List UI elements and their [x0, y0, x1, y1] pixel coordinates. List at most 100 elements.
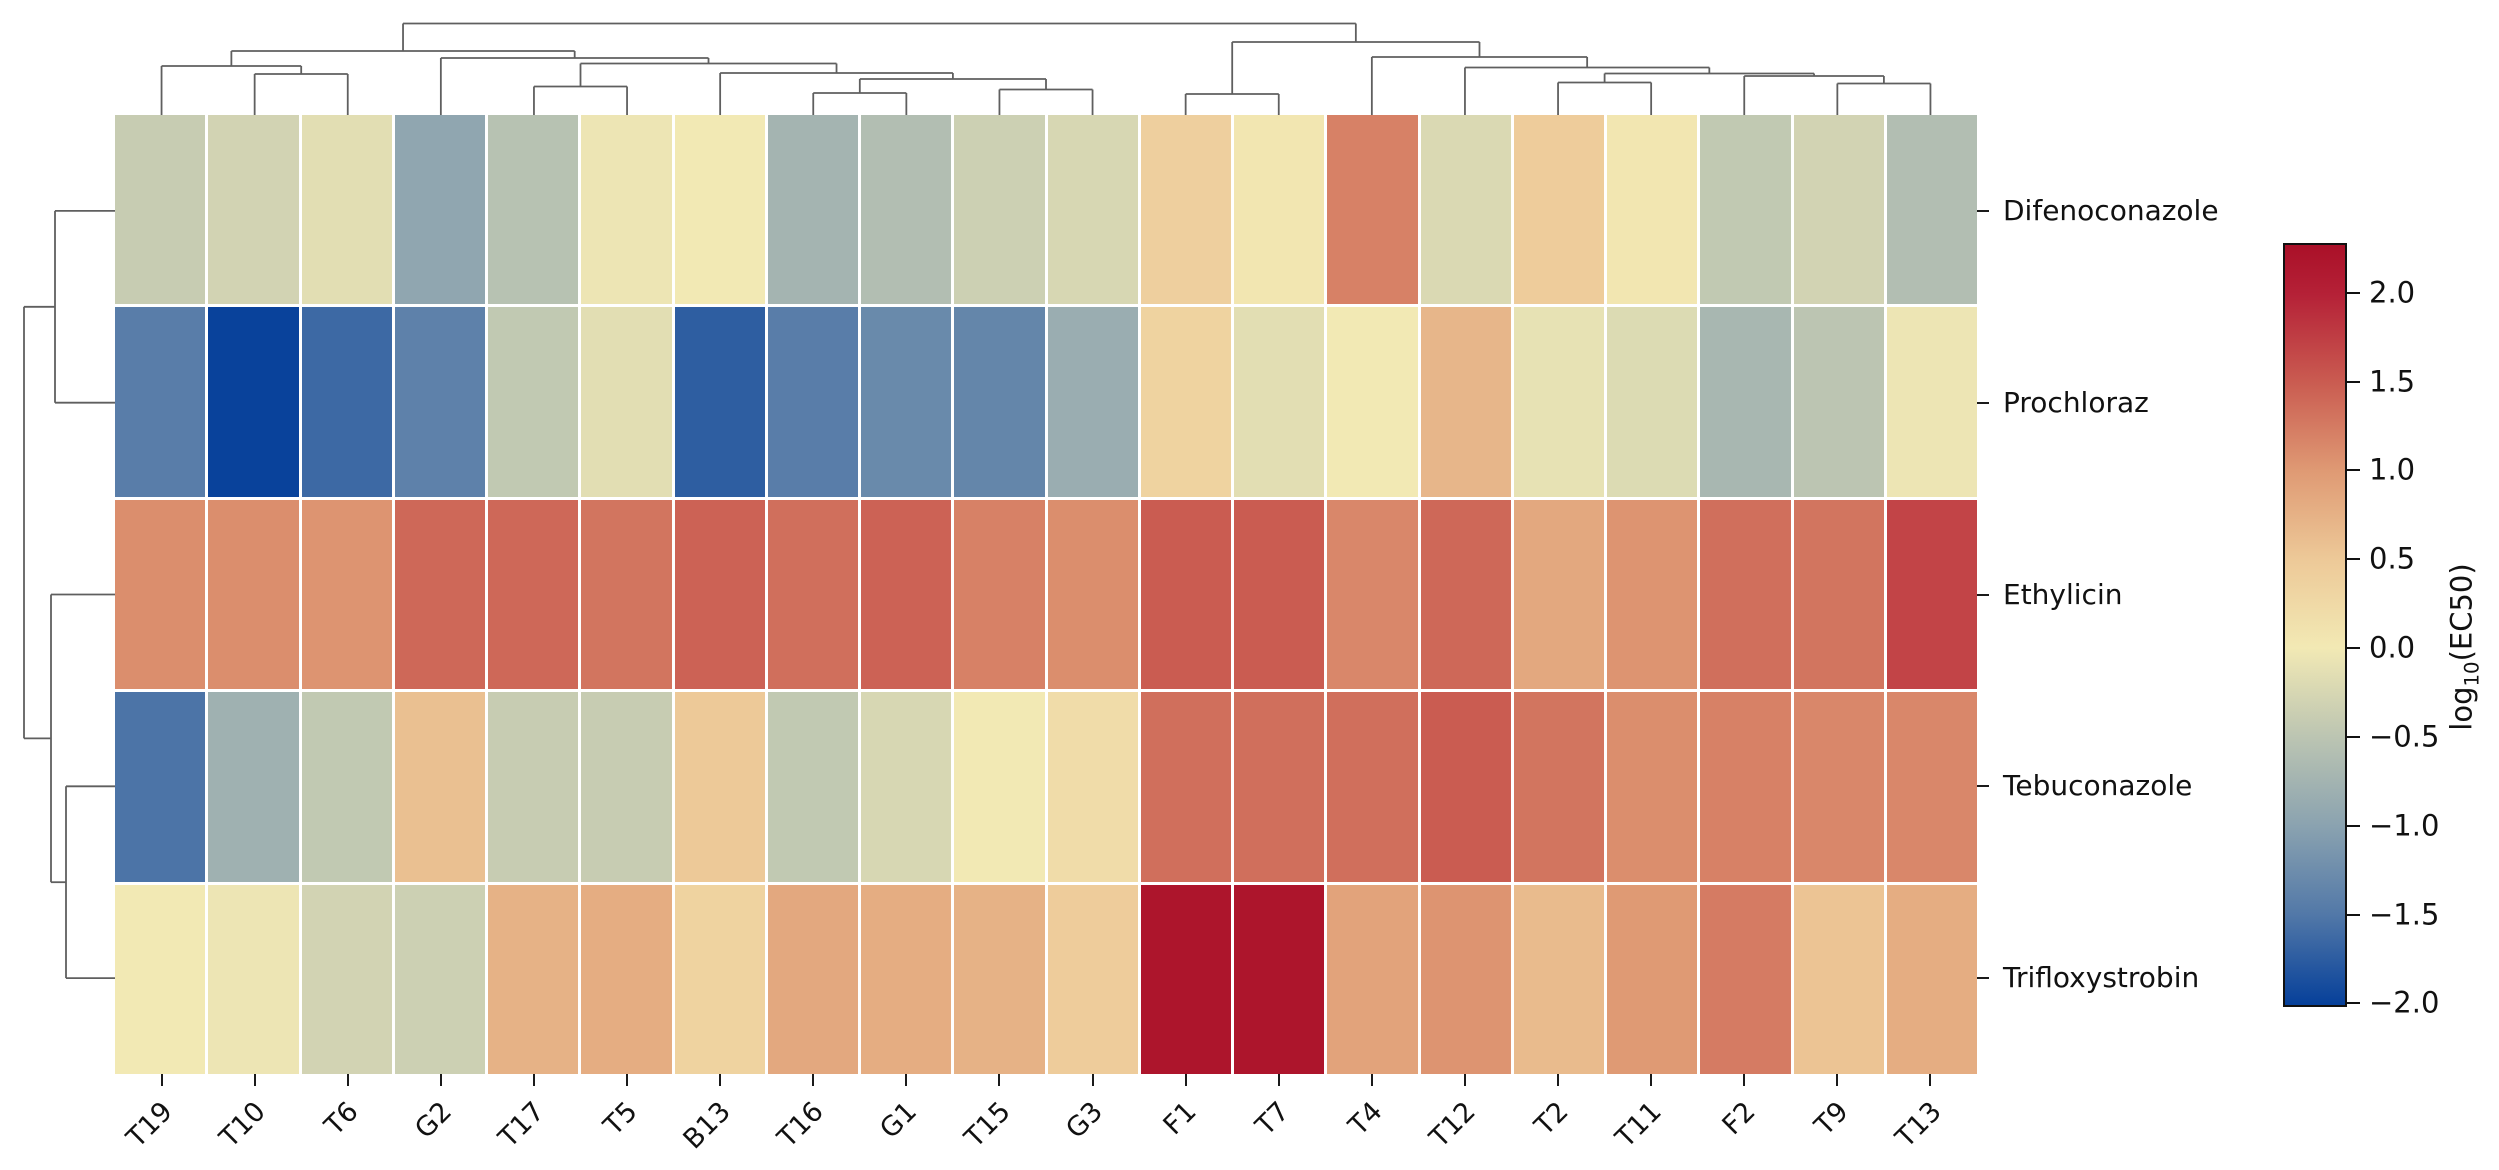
- colorbar-tick: [2347, 1002, 2360, 1005]
- heatmap-cell: [581, 499, 672, 690]
- heatmap-cell: [674, 499, 765, 690]
- heatmap-grid: [115, 115, 1977, 1074]
- heatmap-cell: [115, 884, 206, 1074]
- x-axis-tick: [626, 1074, 629, 1086]
- x-axis-label: T6: [318, 1096, 365, 1142]
- heatmap-cell: [954, 692, 1045, 882]
- heatmap-cell: [301, 884, 392, 1074]
- heatmap-cell: [1327, 692, 1418, 882]
- heatmap-cell: [1793, 884, 1884, 1074]
- heatmap-cell: [674, 884, 765, 1074]
- x-axis-label: F1: [1157, 1096, 1203, 1142]
- y-axis-tick: [1977, 977, 1989, 980]
- heatmap-cell: [1607, 692, 1698, 882]
- heatmap-cell: [1047, 499, 1138, 690]
- heatmap-cell: [208, 307, 299, 497]
- x-axis-tick: [1836, 1074, 1839, 1086]
- heatmap-cell: [1140, 499, 1231, 690]
- x-axis-tick: [1184, 1074, 1187, 1086]
- heatmap-cell: [861, 692, 952, 882]
- heatmap-cell: [1700, 692, 1791, 882]
- heatmap-cell: [767, 307, 858, 497]
- heatmap-cell: [1140, 692, 1231, 882]
- heatmap-cell: [1140, 307, 1231, 497]
- heatmap-cell: [1700, 884, 1791, 1074]
- x-axis-label: T10: [213, 1096, 272, 1154]
- heatmap-cell: [581, 115, 672, 305]
- heatmap-cell: [767, 499, 858, 690]
- colorbar-tick-label: 2.0: [2369, 275, 2416, 310]
- colorbar-tick: [2347, 913, 2360, 916]
- heatmap-cell: [1886, 884, 1977, 1074]
- heatmap-cell: [1047, 115, 1138, 305]
- colorbar-gradient: [2285, 245, 2345, 1005]
- heatmap-cell: [674, 307, 765, 497]
- heatmap-cell: [394, 115, 485, 305]
- heatmap-cell: [1327, 884, 1418, 1074]
- heatmap-cell: [1607, 115, 1698, 305]
- heatmap-cell: [301, 499, 392, 690]
- x-axis-tick: [1929, 1074, 1932, 1086]
- x-axis-label: T2: [1529, 1096, 1575, 1142]
- heatmap-cell: [301, 307, 392, 497]
- heatmap-cell: [1047, 884, 1138, 1074]
- heatmap-cell: [1513, 115, 1604, 305]
- colorbar-tick-label: −1.0: [2369, 808, 2440, 843]
- y-axis-label: Prochloraz: [2003, 385, 2149, 419]
- heatmap-cell: [1234, 307, 1325, 497]
- heatmap-cell: [208, 692, 299, 882]
- heatmap-cell: [1700, 307, 1791, 497]
- x-axis-tick: [719, 1074, 722, 1086]
- colorbar-tick-label: 1.0: [2369, 452, 2416, 487]
- y-axis-tick: [1977, 593, 1989, 596]
- y-axis-label: Difenoconazole: [2003, 193, 2219, 227]
- heatmap-cell: [861, 115, 952, 305]
- heatmap-cell: [1793, 115, 1884, 305]
- heatmap-cell: [1513, 692, 1604, 882]
- x-axis-tick: [1370, 1074, 1373, 1086]
- heatmap-cell: [1420, 499, 1511, 690]
- x-axis-tick: [1650, 1074, 1653, 1086]
- x-axis-tick: [998, 1074, 1001, 1086]
- x-axis-label: T12: [1423, 1096, 1482, 1154]
- colorbar-tick-label: −0.5: [2369, 719, 2440, 754]
- heatmap-cell: [208, 884, 299, 1074]
- colorbar-tick: [2347, 558, 2360, 561]
- row-dendrogram: [23, 210, 115, 979]
- x-axis-tick: [439, 1074, 442, 1086]
- x-axis-label: T4: [1343, 1096, 1389, 1142]
- heatmap-cell: [394, 692, 485, 882]
- heatmap-cell: [1607, 884, 1698, 1074]
- heatmap-cell: [1420, 884, 1511, 1074]
- column-dendrogram: [160, 22, 1932, 115]
- x-axis-tick: [905, 1074, 908, 1086]
- heatmap-cell: [208, 499, 299, 690]
- x-axis-tick: [1091, 1074, 1094, 1086]
- heatmap-cell: [674, 115, 765, 305]
- x-axis-label: G2: [408, 1096, 458, 1145]
- colorbar-tick: [2347, 469, 2360, 472]
- y-axis-tick: [1977, 785, 1989, 788]
- heatmap-cell: [674, 692, 765, 882]
- colorbar-tick: [2347, 824, 2360, 827]
- x-axis-label: T16: [772, 1096, 831, 1154]
- heatmap-cell: [488, 692, 579, 882]
- colorbar-title-subscript: 10: [2460, 661, 2484, 687]
- heatmap-cell: [767, 884, 858, 1074]
- heatmap-cell: [1700, 499, 1791, 690]
- heatmap-cell: [767, 115, 858, 305]
- heatmap-cell: [1886, 499, 1977, 690]
- colorbar-tick-label: −1.5: [2369, 896, 2440, 931]
- x-axis-label: G1: [874, 1096, 924, 1145]
- heatmap-cell: [1793, 692, 1884, 882]
- heatmap-cell: [1513, 884, 1604, 1074]
- colorbar-tick-label: 1.5: [2369, 363, 2416, 398]
- heatmap-cell: [115, 115, 206, 305]
- x-axis-label: T7: [1249, 1096, 1296, 1142]
- x-axis-label: T17: [492, 1096, 551, 1154]
- colorbar-tick: [2347, 291, 2360, 294]
- heatmap-cell: [1607, 499, 1698, 690]
- heatmap-cell: [208, 115, 299, 305]
- heatmap-cell: [1327, 307, 1418, 497]
